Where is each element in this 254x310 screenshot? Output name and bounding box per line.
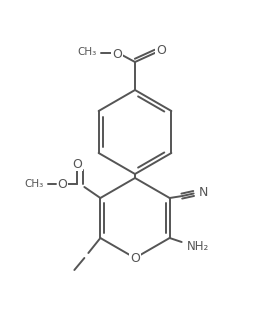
Text: O: O — [156, 43, 166, 56]
Text: O: O — [130, 251, 140, 264]
Text: CH₃: CH₃ — [77, 47, 97, 57]
Text: N: N — [199, 187, 208, 200]
Text: NH₂: NH₂ — [186, 240, 209, 253]
Text: O: O — [72, 157, 82, 170]
Text: O: O — [57, 178, 67, 191]
Text: O: O — [112, 47, 122, 60]
Text: CH₃: CH₃ — [25, 179, 44, 189]
